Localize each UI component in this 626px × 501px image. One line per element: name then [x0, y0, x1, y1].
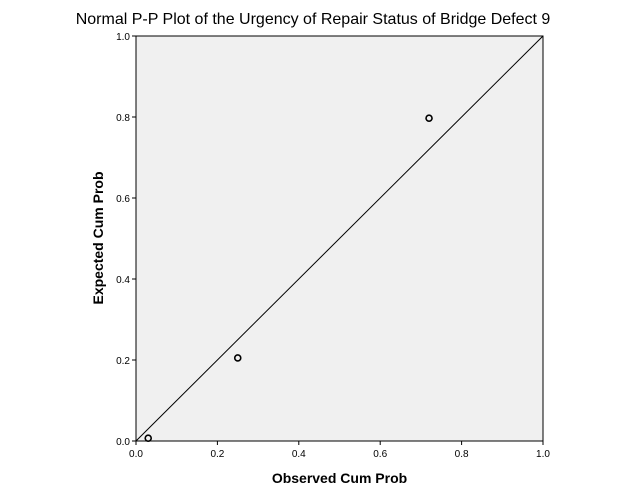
y-tick-label: 0.4 — [116, 275, 130, 286]
x-tick-label: 0.2 — [210, 449, 224, 460]
x-axis-label: Observed Cum Prob — [271, 470, 408, 486]
x-tick-label: 0.4 — [292, 449, 306, 460]
data-point-2 — [233, 354, 242, 362]
data-point-1 — [144, 434, 153, 442]
data-point-3 — [425, 114, 433, 123]
reference-line — [135, 35, 544, 442]
x-tick-label: 0.6 — [373, 449, 387, 460]
y-tick-label: 0.2 — [116, 356, 130, 367]
y-tick-label: 0.8 — [116, 113, 130, 124]
x-tick-label: 0.8 — [455, 449, 469, 460]
y-tick-label: 0.6 — [116, 194, 130, 205]
y-tick-label: 0.0 — [116, 437, 130, 448]
x-tick-label: 0.0 — [129, 449, 143, 460]
chart-title: Normal P-P Plot of the Urgency of Repair… — [75, 11, 551, 28]
y-axis-label: Expected Cum Prob — [90, 171, 106, 305]
y-tick-label: 1.0 — [116, 32, 130, 43]
x-tick-label: 1.0 — [536, 449, 550, 460]
